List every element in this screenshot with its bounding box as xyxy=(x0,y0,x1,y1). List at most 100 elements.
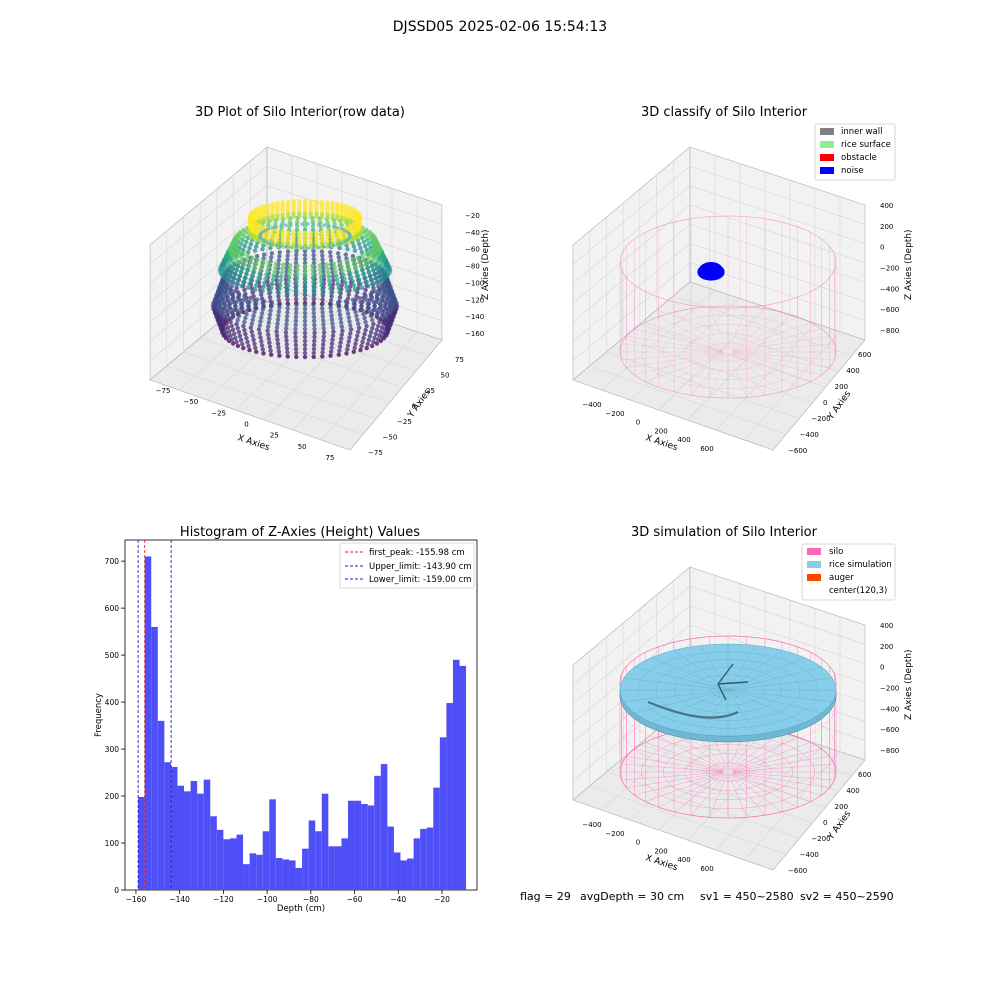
histogram-bar xyxy=(393,852,401,890)
raw-data-point xyxy=(364,345,369,351)
raw-data-point xyxy=(229,279,234,285)
raw-data-point xyxy=(267,312,273,317)
silo-floor-spoke xyxy=(733,772,830,788)
raw-data-point xyxy=(230,265,235,270)
raw-data-point xyxy=(273,221,278,227)
raw-data-point xyxy=(351,261,356,266)
raw-data-point xyxy=(332,221,337,227)
raw-data-point xyxy=(294,296,299,302)
raw-data-point xyxy=(377,263,383,268)
raw-data-point xyxy=(284,346,290,351)
raw-data-point xyxy=(312,326,317,332)
raw-data-point xyxy=(302,287,308,293)
raw-data-point xyxy=(346,339,351,344)
raw-data-point xyxy=(237,273,242,279)
simulation-x-tick-label: −400 xyxy=(582,821,601,829)
raw-data-point xyxy=(343,204,349,209)
raw-data-point xyxy=(241,345,246,351)
raw-data-point xyxy=(387,304,392,309)
raw-data-point xyxy=(302,350,308,356)
raw-data-point xyxy=(241,297,246,303)
raw-data-point xyxy=(284,342,289,347)
raw-data-point xyxy=(345,247,350,252)
raw-data-point xyxy=(269,255,274,260)
histogram-x-tick-label: −160 xyxy=(126,895,147,904)
axes-grid-line xyxy=(572,223,691,323)
raw-data-point xyxy=(246,343,251,349)
raw-data-point xyxy=(321,330,327,335)
raw-data-point xyxy=(260,347,265,352)
legend-swatch-inner-wall xyxy=(820,128,834,135)
silo-floor-spoke xyxy=(626,772,723,788)
raw-data-point xyxy=(302,267,308,273)
axes-grid-line xyxy=(689,166,866,225)
raw-data-point xyxy=(229,297,234,302)
raw-data-point xyxy=(319,199,325,204)
raw-data-point xyxy=(242,287,247,293)
raw-data-point xyxy=(379,309,385,314)
raw-data-point xyxy=(285,199,291,204)
raw-data-point xyxy=(318,271,323,276)
simulation-x-tick-label: −200 xyxy=(605,830,624,838)
raw-data-point xyxy=(320,346,326,351)
raw-data-point xyxy=(302,252,308,258)
raw-data-point xyxy=(328,298,334,303)
raw-data-point xyxy=(378,305,383,310)
raw-data-point xyxy=(335,281,341,287)
raw-data-point xyxy=(241,309,246,315)
silo-floor-spoke xyxy=(673,312,726,351)
raw-data-point xyxy=(266,283,271,288)
raw-data-point xyxy=(347,335,352,340)
raw-data-point xyxy=(367,249,373,254)
histogram-reference-lines xyxy=(137,540,172,890)
raw-data-point xyxy=(266,202,271,208)
raw-data-point xyxy=(225,309,231,314)
raw-data-point xyxy=(336,226,340,230)
raw-data-point xyxy=(276,309,282,314)
raw-data-point xyxy=(356,329,361,334)
raw-data-point xyxy=(295,246,299,250)
raw-data-point xyxy=(328,250,333,255)
raw-data-point xyxy=(311,287,316,293)
raw-data-point xyxy=(328,305,333,310)
silo-floor-spoke xyxy=(690,308,727,350)
raw-data-point xyxy=(357,242,362,247)
raw-data-point xyxy=(276,294,281,299)
raw-data-point xyxy=(364,279,369,285)
raw-data-point xyxy=(235,317,240,323)
raw-data-point xyxy=(321,322,326,327)
raw-data-point xyxy=(337,308,342,313)
histogram-bar xyxy=(321,793,329,890)
histogram-bar xyxy=(426,827,434,890)
raw-data-point xyxy=(350,279,355,284)
raw-data-point xyxy=(285,249,291,254)
classify-plot-zlabel: Z Axies (Depth) xyxy=(904,229,914,300)
axes-pane-floor xyxy=(572,281,866,451)
axes-grid-line xyxy=(149,262,268,361)
raw-data-point xyxy=(367,333,373,339)
raw-data-point xyxy=(328,349,334,354)
raw-data-point xyxy=(388,308,394,313)
axes-grid-line xyxy=(149,166,268,265)
axes-grid-line xyxy=(606,351,800,419)
raw-data-point xyxy=(246,303,251,309)
raw-data-point xyxy=(338,260,343,265)
raw-data-point xyxy=(339,241,343,245)
raw-data-point xyxy=(357,213,362,218)
raw-data-point xyxy=(284,245,288,249)
raw-data-point xyxy=(321,326,326,331)
raw-data-point xyxy=(350,257,355,262)
raw-data-point xyxy=(310,263,315,269)
raw-data-point xyxy=(381,313,386,318)
axes-grid-line xyxy=(266,166,443,225)
raw-data-point xyxy=(249,273,255,278)
raw-data-point xyxy=(320,287,325,292)
raw-data-point xyxy=(372,335,377,341)
raw-data-point xyxy=(354,337,359,342)
raw-data-point xyxy=(376,315,381,321)
silo-floor-spoke xyxy=(626,352,723,368)
raw-data-point xyxy=(239,283,244,289)
classify-y-tick-label: −400 xyxy=(800,431,819,439)
raw-data-point xyxy=(311,314,317,320)
axes-grid-line xyxy=(572,204,691,304)
